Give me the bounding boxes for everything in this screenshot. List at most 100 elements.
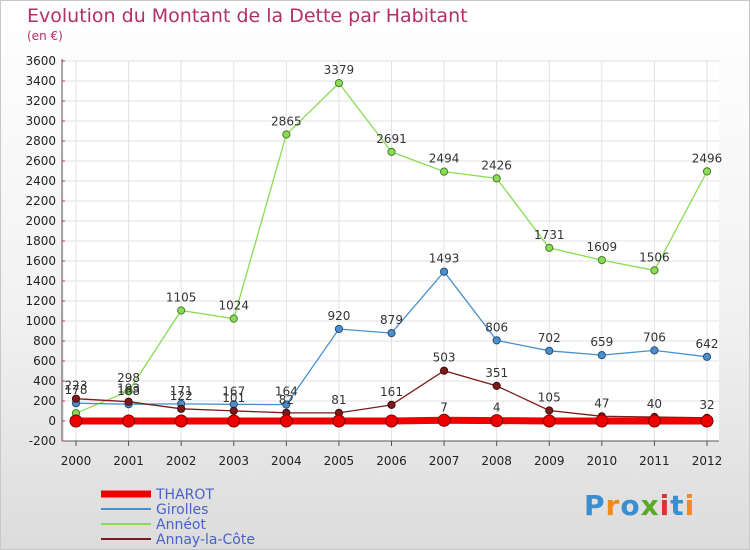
data-label: 2865 [271, 115, 302, 129]
data-label: 32 [699, 398, 714, 412]
data-label: 1506 [639, 250, 670, 264]
y-tick-label: 0 [48, 414, 56, 428]
data-label: 223 [65, 379, 88, 393]
x-tick-label: 2002 [166, 454, 197, 468]
data-label: 1731 [534, 228, 565, 242]
data-label: 1105 [166, 291, 197, 305]
series-tharot [69, 413, 714, 428]
proxiti-logo: Proxiti [584, 489, 695, 522]
y-tick-label: 2000 [25, 214, 56, 228]
x-tick-label: 2005 [324, 454, 355, 468]
data-point [647, 414, 661, 428]
logo-letter: r [605, 489, 621, 522]
y-tick-label: 1200 [25, 294, 56, 308]
data-point [492, 381, 501, 390]
y-tick-label: 2800 [25, 134, 56, 148]
y-tick-label: 1600 [25, 254, 56, 268]
data-label: 47 [594, 396, 609, 410]
data-point [439, 366, 449, 375]
legend-label: Annay-la-Côte [156, 532, 255, 548]
x-tick-label: 2011 [639, 454, 670, 468]
x-tick-label: 2003 [218, 454, 249, 468]
data-point [227, 414, 241, 428]
data-point [545, 406, 554, 415]
data-point [69, 414, 83, 428]
data-label: 642 [696, 337, 719, 351]
data-point [650, 266, 659, 275]
data-label: 164 [275, 385, 298, 399]
y-tick-label: 3400 [25, 74, 56, 88]
logo-letter: t [670, 489, 685, 522]
y-tick-label: 2200 [25, 194, 56, 208]
data-point [700, 414, 714, 428]
x-tick-label: 2004 [271, 454, 302, 468]
data-label: 1024 [218, 299, 249, 313]
y-tick-label: -200 [29, 434, 56, 448]
data-label: 82 [279, 393, 294, 407]
y-tick-label: 400 [33, 374, 56, 388]
x-tick-label: 2007 [429, 454, 460, 468]
data-label: 351 [485, 366, 508, 380]
data-point [542, 414, 556, 428]
chart-title: Evolution du Montant de la Dette par Hab… [27, 5, 468, 27]
data-point [124, 387, 133, 396]
data-label: 178 [65, 383, 88, 397]
data-point [492, 336, 501, 345]
logo-letter: i [659, 489, 671, 522]
data-label: 2496 [692, 151, 723, 165]
data-label: 2494 [429, 152, 460, 166]
data-point [334, 324, 344, 334]
x-tick-label: 2000 [61, 454, 92, 468]
x-tick-label: 2001 [113, 454, 144, 468]
data-point [595, 414, 609, 428]
logo-letter: x [640, 489, 660, 522]
y-tick-label: 1800 [25, 234, 56, 248]
data-label: 920 [327, 309, 350, 323]
data-label: 167 [222, 384, 245, 398]
data-point [545, 346, 554, 355]
data-point [650, 346, 659, 355]
data-point [387, 329, 396, 338]
x-tick-label: 2012 [692, 454, 723, 468]
data-label: 1493 [429, 252, 460, 266]
data-label: 2691 [376, 132, 407, 146]
data-point [279, 414, 293, 428]
y-tick-label: 600 [33, 354, 56, 368]
data-point [387, 147, 396, 156]
data-point [122, 414, 136, 428]
data-point [545, 243, 554, 252]
y-tick-label: 200 [33, 394, 56, 408]
data-point [437, 413, 451, 427]
data-point [282, 130, 291, 139]
data-label: 105 [538, 391, 561, 405]
data-label: 171 [170, 384, 193, 398]
y-tick-label: 800 [33, 334, 56, 348]
data-label: 2426 [481, 158, 512, 172]
data-label: 706 [643, 330, 666, 344]
y-tick-label: 2600 [25, 154, 56, 168]
legend-label: THAROT [155, 487, 214, 503]
y-tick-label: 3600 [25, 54, 56, 68]
data-label: 298 [117, 371, 140, 385]
data-label: 659 [590, 335, 613, 349]
legend-label: Girolles [156, 502, 208, 518]
data-point [490, 414, 504, 428]
x-tick-label: 2006 [376, 454, 407, 468]
data-label: 702 [538, 331, 561, 345]
x-tick-label: 2009 [534, 454, 565, 468]
y-tick-label: 1000 [25, 314, 56, 328]
y-tick-label: 1400 [25, 274, 56, 288]
y-tick-label: 3200 [25, 94, 56, 108]
data-point [597, 256, 606, 265]
data-point [177, 404, 186, 413]
legend-label: Annéot [156, 517, 207, 533]
data-point [177, 306, 186, 315]
data-label: 806 [485, 320, 508, 334]
y-tick-label: 2400 [25, 174, 56, 188]
data-point [439, 267, 449, 276]
data-point [439, 167, 449, 176]
logo-letter: o [620, 489, 641, 522]
data-point [71, 394, 81, 403]
